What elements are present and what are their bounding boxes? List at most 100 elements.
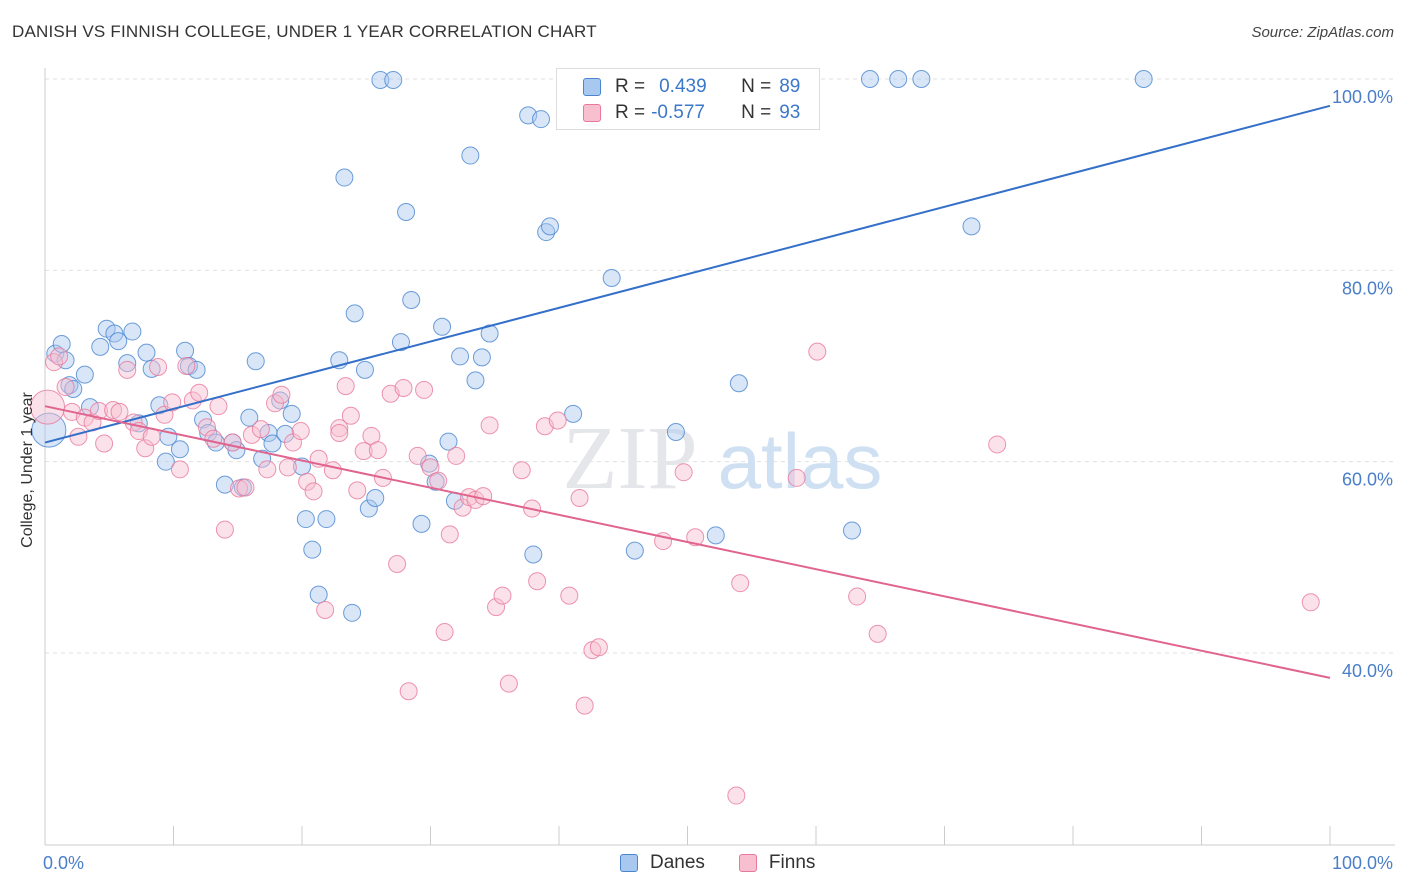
danes-point [384, 70, 403, 89]
legend-item-finns[interactable]: Finns [738, 852, 816, 874]
finns-point [575, 696, 594, 715]
danes-point [461, 146, 480, 165]
legend-row-danes: R = 0.439 N = 89 [583, 75, 800, 99]
danes-point [64, 379, 83, 398]
y-tick-label: 40.0% [1342, 661, 1393, 681]
y-tick-label: 80.0% [1342, 278, 1393, 298]
finns-point [330, 423, 349, 442]
finns-label: Finns [768, 852, 816, 873]
danes-point [541, 217, 560, 236]
finns-point [89, 401, 108, 420]
finns-point [258, 460, 277, 479]
finns-point [197, 418, 216, 437]
danes-point [532, 110, 551, 129]
x-tick-label: 0.0% [43, 853, 84, 873]
danes-point [246, 352, 265, 371]
danes-point [706, 526, 725, 545]
finns-point [808, 342, 827, 361]
danes-swatch [583, 78, 601, 96]
danes-point [156, 452, 175, 471]
finns-point [272, 385, 291, 404]
danes-point [309, 585, 328, 604]
finns-point [223, 433, 242, 452]
danes-point [187, 360, 206, 379]
finns-point [368, 441, 387, 460]
axes [44, 68, 1395, 846]
danes-point [91, 337, 110, 356]
danes-point [433, 317, 452, 336]
danes-point [359, 499, 378, 518]
danes-point [564, 404, 583, 423]
finns-point [487, 598, 506, 617]
finns-point [447, 446, 466, 465]
finns-point [474, 487, 493, 506]
finns-swatch [583, 104, 601, 122]
danes-point [303, 540, 322, 559]
y-tick-label: 60.0% [1342, 470, 1393, 490]
finns-point [493, 586, 512, 605]
danes-point [912, 70, 931, 88]
legend-n-value: 89 [779, 76, 801, 97]
data-points [30, 70, 1320, 805]
finns-point [330, 419, 349, 438]
finns-point [399, 682, 418, 701]
danes-point [439, 432, 458, 451]
finns-point [204, 429, 223, 448]
finns-point [50, 347, 69, 366]
danes-point [666, 423, 685, 442]
finns-point [415, 380, 434, 399]
finns-point [291, 422, 310, 441]
finns-point [304, 482, 323, 501]
finns-point [394, 379, 413, 398]
danes-point [137, 343, 156, 362]
danes-point [109, 332, 128, 351]
finns-point [570, 489, 589, 508]
finns-point [1301, 593, 1320, 612]
danes-point [176, 341, 195, 360]
finns-point [149, 357, 168, 376]
finns-point [787, 468, 806, 487]
danes-point [215, 475, 234, 494]
danes-point [366, 489, 385, 508]
finns-point [435, 622, 454, 641]
danes-point [412, 514, 431, 533]
danes-point [282, 404, 301, 423]
danes-point [451, 347, 470, 366]
finns-point [104, 401, 123, 420]
y-tick-label: 100.0% [1332, 87, 1393, 107]
finns-point [236, 478, 255, 497]
finns-point [727, 786, 746, 805]
legend-r-value: 0.439 [659, 76, 707, 97]
danes-point [397, 202, 416, 221]
danes-point [345, 304, 364, 323]
finns-point [110, 402, 129, 421]
finns-point [560, 586, 579, 605]
legend-r-label: R = [615, 76, 646, 97]
danes-point [729, 374, 748, 393]
finns-point [480, 416, 499, 435]
danes-point [889, 70, 908, 88]
finns-trend-line [44, 405, 1331, 679]
grid-lines [45, 78, 1395, 654]
finns-point [298, 472, 317, 491]
finns-point [69, 427, 88, 446]
finns-point [348, 481, 367, 500]
danes-point [371, 70, 390, 89]
finns-point [56, 378, 75, 397]
legend-item-danes[interactable]: Danes [620, 852, 705, 874]
finns-point [230, 479, 249, 498]
finns-point [278, 458, 297, 477]
danes-point [271, 391, 290, 410]
finns-point [408, 446, 427, 465]
danes-point [142, 359, 161, 378]
danes-point [625, 541, 644, 560]
danes-point [240, 408, 259, 427]
legend-n-label: N = [741, 102, 772, 123]
finns-point [499, 674, 518, 693]
watermark-atlas: atlas [718, 417, 883, 505]
danes-point [842, 521, 861, 540]
finns-point [336, 377, 355, 396]
danes-point [75, 365, 94, 384]
danes-swatch [620, 854, 638, 872]
